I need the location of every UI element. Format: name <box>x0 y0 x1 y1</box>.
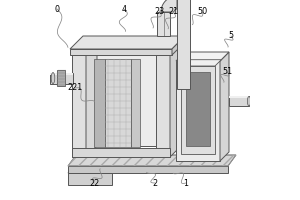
Bar <box>156 55 170 157</box>
Polygon shape <box>156 44 181 55</box>
Bar <box>186 72 210 146</box>
Polygon shape <box>220 52 229 161</box>
Polygon shape <box>70 36 185 49</box>
Bar <box>229 96 249 98</box>
Text: 0: 0 <box>55 4 59 14</box>
Text: 2: 2 <box>152 178 158 188</box>
Bar <box>131 59 140 147</box>
Bar <box>50 73 73 84</box>
Bar <box>94 59 105 147</box>
Text: 4: 4 <box>122 4 127 14</box>
Ellipse shape <box>51 73 55 84</box>
Text: 5: 5 <box>228 31 234 40</box>
Text: 21: 21 <box>169 7 179 17</box>
Ellipse shape <box>248 96 250 106</box>
Bar <box>157 12 169 36</box>
Bar <box>83 44 167 146</box>
Bar <box>72 55 86 157</box>
Bar <box>177 0 190 89</box>
Polygon shape <box>170 44 181 157</box>
Bar <box>177 0 190 9</box>
Polygon shape <box>72 44 97 55</box>
Polygon shape <box>161 0 177 12</box>
Bar <box>70 49 172 55</box>
Text: 51: 51 <box>222 68 232 76</box>
Polygon shape <box>68 155 236 166</box>
Bar <box>181 66 215 154</box>
Bar <box>105 59 131 147</box>
Polygon shape <box>68 168 117 173</box>
Polygon shape <box>86 44 97 157</box>
Bar <box>176 61 220 161</box>
Bar <box>68 166 228 173</box>
Bar <box>72 148 170 157</box>
Polygon shape <box>172 36 185 55</box>
Polygon shape <box>181 60 221 66</box>
Bar <box>50 73 73 75</box>
Bar <box>57 70 65 86</box>
Text: 221: 221 <box>68 83 82 92</box>
Text: 22: 22 <box>89 178 99 188</box>
Bar <box>229 96 249 106</box>
Text: 23: 23 <box>154 6 165 16</box>
Text: 50: 50 <box>197 6 207 16</box>
Bar <box>68 173 112 185</box>
Polygon shape <box>176 52 229 61</box>
Text: 1: 1 <box>184 178 188 188</box>
